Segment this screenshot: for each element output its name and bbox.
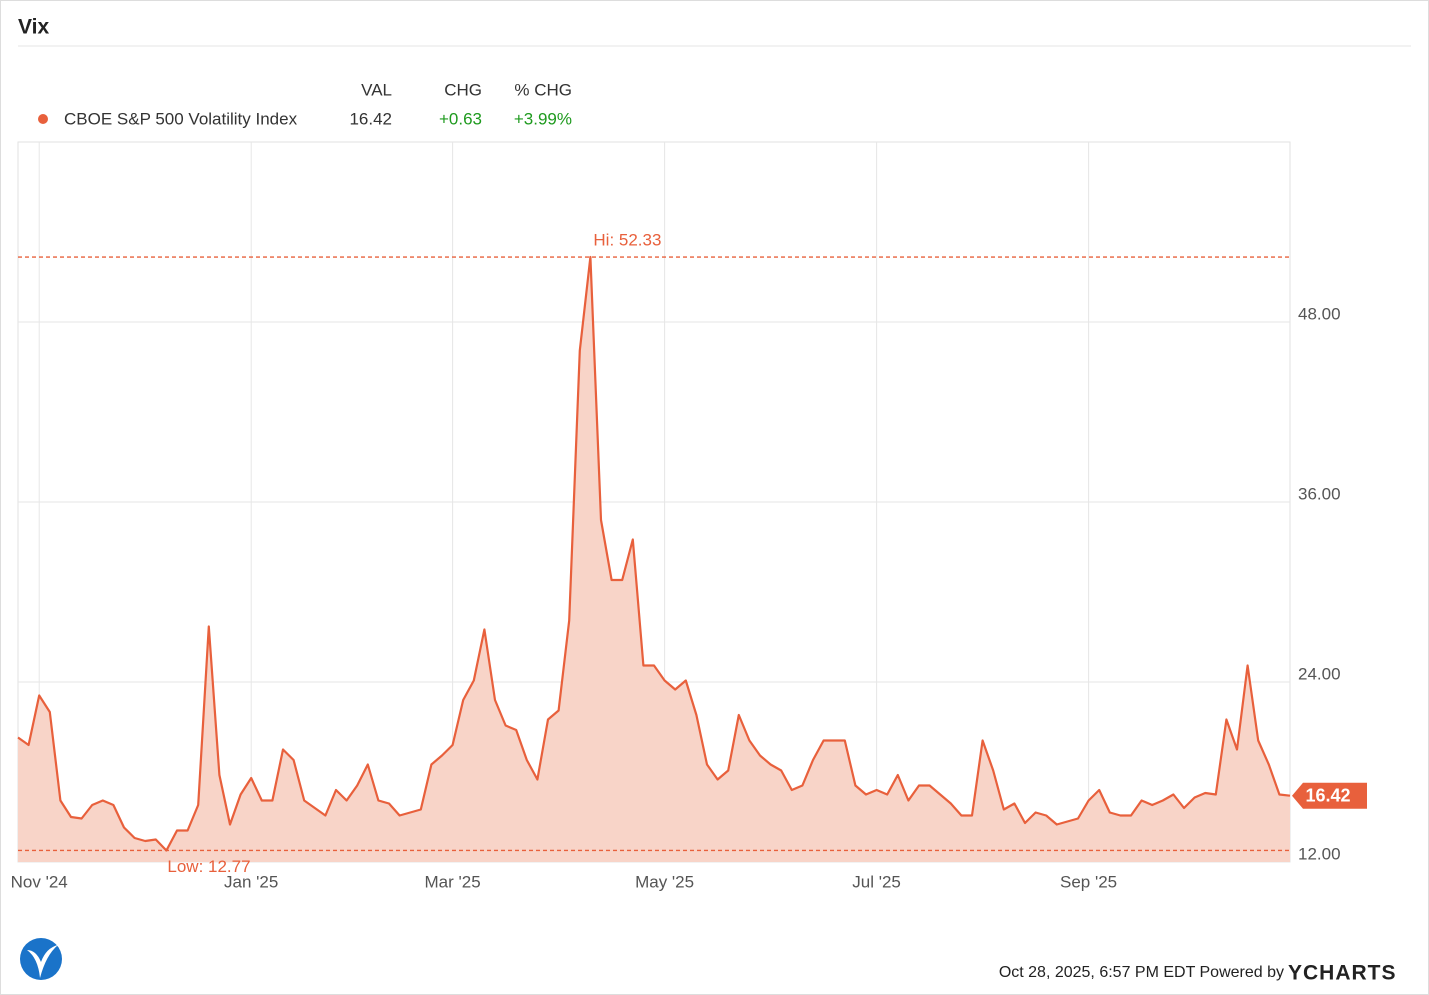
y-tick-label: 24.00 xyxy=(1298,664,1341,683)
y-tick-label: 12.00 xyxy=(1298,844,1341,863)
plot: 12.00 24.00 36.00 48.00 Nov '24 Jan '25 Mar '2… xyxy=(11,141,1367,891)
x-tick-label: Jul '25 xyxy=(852,872,901,891)
x-tick-label: May '25 xyxy=(635,872,694,891)
header-chg: CHG xyxy=(444,80,482,99)
last-value-tag xyxy=(1292,782,1367,809)
low-label: Low: 12.77 xyxy=(167,857,250,876)
x-tick-label: Nov '24 xyxy=(11,872,68,891)
header-val: VAL xyxy=(361,80,392,99)
last-value-label: 16.42 xyxy=(1305,785,1350,805)
logo-mark xyxy=(27,945,58,978)
high-label: Hi: 52.33 xyxy=(593,231,661,250)
y-tick-label: 48.00 xyxy=(1298,304,1341,323)
line xyxy=(17,255,1291,852)
x-tick-label: Mar '25 xyxy=(425,872,481,891)
legend-label: CBOE S&P 500 Volatility Index xyxy=(64,109,298,128)
legend-chg: +0.63 xyxy=(439,109,482,128)
chart-title: Vix xyxy=(18,16,49,39)
logo xyxy=(20,938,62,980)
header-pct-chg: % CHG xyxy=(514,80,572,99)
legend-pct-chg: +3.99% xyxy=(514,109,572,128)
legend-val: 16.42 xyxy=(349,109,392,128)
footer: Oct 28, 2025, 6:57 PM EDT Powered by xyxy=(999,964,1284,981)
y-tick-label: 36.00 xyxy=(1298,484,1341,503)
x-tick-label: Sep '25 xyxy=(1060,872,1117,891)
brand: YCHARTS xyxy=(1288,962,1397,985)
legend-dot xyxy=(38,114,48,124)
x-tick-label: Jan '25 xyxy=(224,872,278,891)
